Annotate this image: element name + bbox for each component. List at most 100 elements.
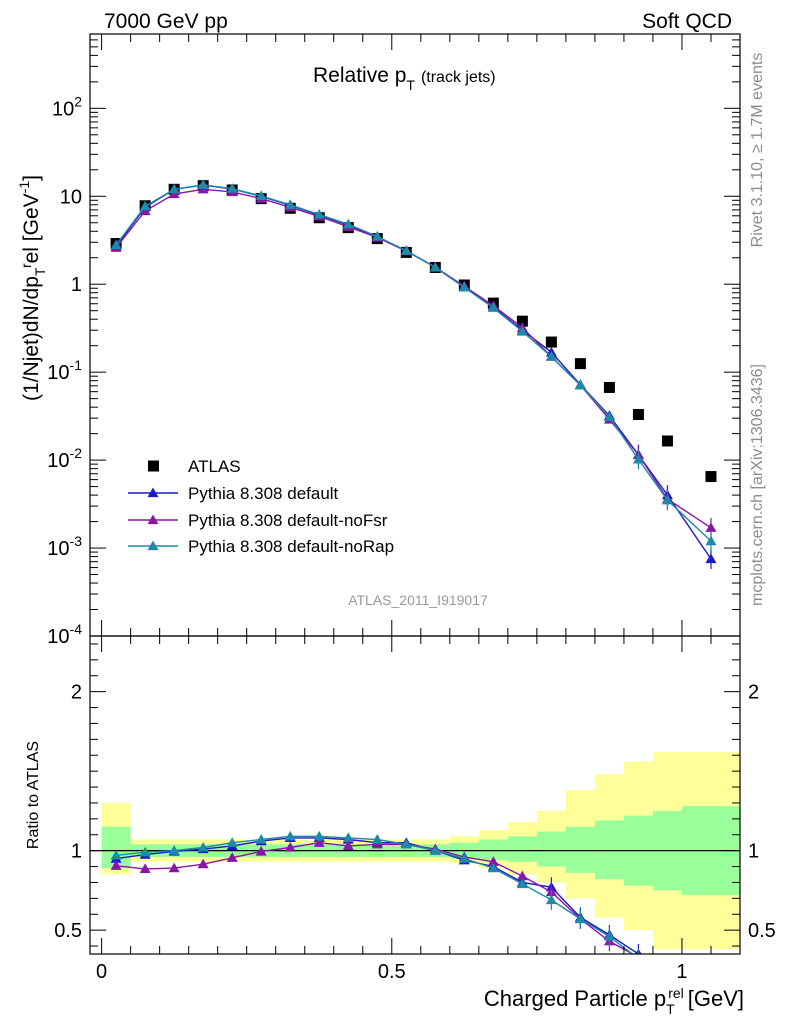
atlas-data-point [545,336,557,348]
ratio-data-point [139,846,151,857]
atlas-data-point [603,381,615,393]
ratio-data-point [516,878,528,889]
x-tick-label: 1 [676,961,687,983]
ratio-data-point [400,838,412,849]
ratio-data-point [226,837,238,847]
mc-data-point [168,183,180,194]
main-y-tick-label: 1 [71,274,82,296]
legend-marker [147,514,159,525]
atlas-data-point [574,358,586,370]
ratio-panel: 0.5 0.5 1 1 2 2 0 0.5 1 Ratio to ATLAS Charged P… [25,635,776,1017]
main-y-tick-label: 102 [52,93,82,120]
main-y-tick-label: 10-1 [47,357,82,384]
legend: ATLAS Pythia 8.308 default Pythia 8.308 de… [128,457,394,556]
mc-data-point [226,183,238,193]
mc-data-point [429,261,441,272]
mc-data-point [371,230,383,241]
ratio-data-point [603,931,615,941]
ratio-data-point [110,849,122,860]
legend-label: Pythia 8.308 default-noRap [188,537,394,556]
atlas-data-point [661,435,673,447]
ratio-data-layer [90,752,740,986]
ratio-data-point [168,862,180,873]
main-y-tick-label: 10-2 [47,445,82,472]
mc-data-point [705,535,717,546]
mc-data-point [661,494,673,505]
mc-data-point [313,209,325,219]
ratio-data-point [313,837,325,847]
ratio-data-point [284,830,296,841]
ratio-data-point [487,856,499,866]
x-axis-label: Charged Particle pTrel [GeV] [484,985,744,1017]
ratio-data-point [662,966,673,976]
ratio-data-point [574,913,586,924]
ratio-data-point [197,858,209,869]
source-label: mcplots.cern.ch [arXiv:1306.3436] [749,364,766,606]
ratio-data-point [662,971,673,981]
ratio-data-point [662,970,673,980]
mc-data-point [110,239,122,250]
mc-series-line [115,188,712,529]
x-tick-label: 0.5 [378,961,406,983]
ratio-data-point [545,894,557,905]
mc-data-point [255,190,267,201]
mc-data-point [458,281,470,292]
main-title: Relative pT (track jets) [313,64,496,93]
ratio-y-tick-label: 0.5 [54,920,82,942]
legend-marker [147,487,159,498]
atlas-data-point [632,409,644,421]
ratio-data-point [342,832,354,843]
ratio-y-tick-label-right: 2 [748,682,759,704]
mc-data-point [487,302,499,312]
ratio-data-point [313,830,325,841]
mc-data-point [284,199,296,209]
mc-data-point [516,325,528,336]
ratio-data-point [197,841,209,852]
ratio-y-axis-label: Ratio to ATLAS [25,741,42,849]
ratio-data-point [705,963,716,973]
uncertainty-band-inner [478,839,508,861]
ratio-y-tick-label-right: 0.5 [748,920,776,942]
ratio-data-point [255,834,267,844]
main-y-tick-label: 10-3 [47,533,82,560]
ratio-data-point [226,852,238,862]
main-y-tick-label: 10 [60,186,82,208]
ratio-y-tick-label-right: 1 [748,841,759,863]
ratio-data-point [458,853,470,863]
ratio-data-point [371,834,383,844]
mc-data-point [342,218,354,229]
ratio-data-point [429,845,441,855]
ratio-data-point [139,863,151,874]
mc-data-point [632,453,644,464]
legend-label: Pythia 8.308 default-noFsr [188,511,388,530]
legend-marker [147,540,159,551]
ratio-axis-ticks: 0.5 0.5 1 1 2 2 0 0.5 1 [54,636,776,983]
x-tick-label: 0 [96,961,107,983]
energy-label: 7000 GeV pp [104,10,228,33]
rivet-label: Rivet 3.1.10, ≥ 1.7M events [749,53,766,248]
ratio-data-point [487,862,499,873]
uncertainty-band-inner [507,836,537,862]
mc-data-point [400,245,412,255]
mc-data-point [574,379,586,390]
legend-marker [148,460,159,472]
process-label: Soft QCD [642,10,732,33]
analysis-label: ATLAS_2011_I919017 [348,592,488,608]
ratio-data-point [342,840,354,851]
main-axis-ticks: 10-4 10-3 10-2 10-1 1 10 102 [47,33,741,648]
ratio-data-point [638,953,639,954]
uncertainty-band-inner [594,820,624,880]
main-data-layer [110,179,717,570]
atlas-data-point [516,315,528,327]
legend-label: Pythia 8.308 default [188,484,339,503]
main-panel: 10-4 10-3 10-2 10-1 1 10 102 Relative pT (track… [16,33,741,648]
mc-data-point [139,200,151,211]
main-y-tick-label: 10-4 [47,621,82,648]
ratio-data-point [168,845,180,855]
atlas-data-point [705,471,717,483]
ratio-data-point [284,841,296,852]
ratio-data-point [110,860,122,870]
ratio-data-point [705,976,716,986]
ratio-y-tick-label: 1 [71,841,82,863]
